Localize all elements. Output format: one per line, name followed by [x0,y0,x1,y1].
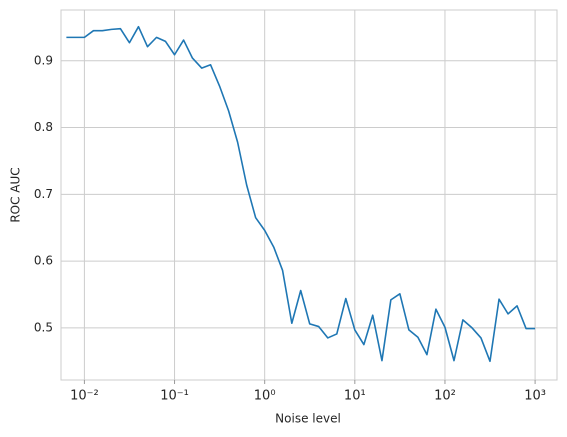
x-tick-label: 10¹ [344,389,366,404]
y-tick-label: 0.5 [34,320,53,334]
x-tick-label: 10⁻¹ [160,389,189,404]
y-axis-label: ROC AUC [9,167,23,222]
y-tick-label: 0.6 [34,254,53,268]
x-tick-label: 10⁰ [254,389,276,404]
plot-area [60,9,558,381]
x-tick-label: 10⁻² [70,389,99,404]
y-tick-label: 0.8 [34,120,53,134]
y-tick-label: 0.7 [34,187,53,201]
line-series [66,25,536,363]
x-axis-label: Noise level [275,412,341,426]
x-tick-label: 10² [434,389,456,404]
y-tick-label: 0.9 [34,53,53,67]
x-tick-label: 10³ [524,389,546,404]
